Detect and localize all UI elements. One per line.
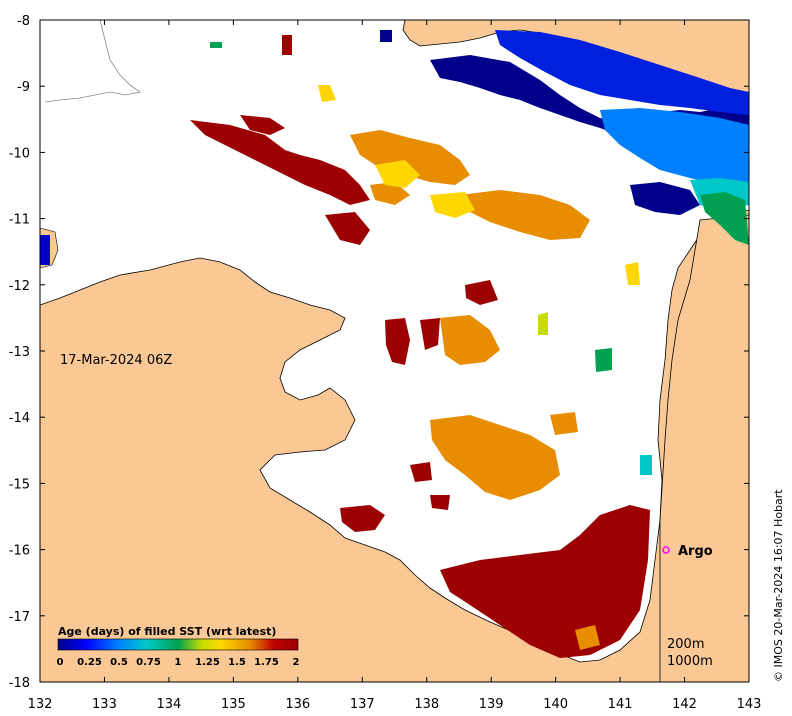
credit-text: © IMOS 20-Mar-2024 16:07 Hobart bbox=[772, 489, 785, 682]
patch-navy-nw bbox=[380, 30, 392, 42]
patch-red-north bbox=[240, 115, 285, 135]
patch-age-0.5 bbox=[600, 108, 749, 190]
patch-orange-west bbox=[370, 182, 410, 205]
x-tick-label: 139 bbox=[479, 697, 504, 712]
colorbar-tick-label: 0 bbox=[57, 657, 64, 668]
land-west bbox=[40, 209, 749, 682]
patch-red-mid bbox=[465, 280, 498, 305]
patch-red-nw-small bbox=[282, 35, 292, 55]
x-tick-label: 141 bbox=[608, 697, 633, 712]
patch-red-west bbox=[190, 120, 370, 205]
x-tick-label: 138 bbox=[414, 697, 439, 712]
patch-cyan-small bbox=[640, 455, 652, 475]
patch-yellow-lime bbox=[538, 312, 548, 335]
y-tick-label: -9 bbox=[17, 80, 30, 95]
patch-red-south bbox=[440, 505, 650, 658]
patch-red-centre bbox=[385, 318, 410, 365]
patch-red-small2 bbox=[430, 495, 450, 510]
land-island-northwest bbox=[44, 20, 141, 103]
colorbar-tick-label: 1 bbox=[175, 657, 182, 668]
colorbar-tick-label: 0.25 bbox=[77, 657, 102, 668]
y-axis: -8 -9 -10 -11 -12 -13 -14 -15 -16 -17 -18 bbox=[9, 14, 749, 691]
y-tick-label: -10 bbox=[9, 146, 30, 161]
colorbar-ticks: 0 0.25 0.5 0.75 1 1.25 1.5 1.75 2 bbox=[57, 657, 300, 668]
patch-blue-small bbox=[40, 235, 50, 265]
colorbar-tick-label: 0.5 bbox=[110, 657, 128, 668]
x-tick-label: 133 bbox=[92, 697, 117, 712]
patch-orange-mid bbox=[440, 315, 500, 365]
argo-marker bbox=[662, 546, 670, 554]
patch-green-small1 bbox=[595, 348, 612, 372]
land-cape-york bbox=[659, 214, 749, 682]
colorbar-title: Age (days) of filled SST (wrt latest) bbox=[58, 625, 276, 638]
patch-yellow-north bbox=[375, 160, 420, 188]
x-tick-label: 132 bbox=[28, 697, 53, 712]
colorbar-tick-label: 1.75 bbox=[254, 657, 279, 668]
patch-green-small2 bbox=[210, 42, 222, 48]
y-tick-label: -18 bbox=[9, 676, 30, 691]
y-tick-label: -16 bbox=[9, 544, 30, 559]
patch-red-gulf bbox=[340, 505, 385, 532]
y-tick-label: -12 bbox=[9, 279, 30, 294]
date-label: 17-Mar-2024 06Z bbox=[60, 353, 172, 368]
patch-age-0.25 bbox=[495, 30, 749, 115]
colorbar-tick-label: 1.25 bbox=[195, 657, 220, 668]
patch-orange-small bbox=[550, 412, 578, 435]
x-tick-label: 140 bbox=[543, 697, 568, 712]
sst-patches bbox=[40, 30, 749, 658]
patch-red-centre2 bbox=[420, 318, 440, 350]
colorbar-tick-label: 1.5 bbox=[228, 657, 246, 668]
patch-green-east bbox=[700, 192, 749, 245]
colorbar-tick-label: 0.75 bbox=[136, 657, 161, 668]
argo-label: Argo bbox=[678, 544, 713, 559]
patch-yellow-mid bbox=[430, 192, 475, 218]
colorbar-tick-label: 2 bbox=[293, 657, 300, 668]
depth-label-1000m: 1000m bbox=[667, 654, 713, 669]
patch-orange-north bbox=[350, 130, 470, 185]
x-tick-label: 143 bbox=[737, 697, 762, 712]
x-axis: 132 133 134 135 136 137 138 139 140 141 142 143 bbox=[28, 20, 762, 712]
x-tick-label: 136 bbox=[285, 697, 310, 712]
patch-blue-east bbox=[630, 182, 700, 215]
patch-red-small1 bbox=[410, 462, 432, 482]
y-tick-label: -14 bbox=[9, 411, 30, 426]
patch-yellow-small bbox=[318, 85, 336, 102]
patch-orange-south2 bbox=[575, 625, 600, 650]
depth-label-200m: 200m bbox=[667, 637, 704, 652]
x-tick-label: 134 bbox=[156, 697, 181, 712]
x-tick-label: 135 bbox=[221, 697, 246, 712]
y-tick-label: -17 bbox=[9, 610, 30, 625]
y-tick-label: -8 bbox=[17, 14, 30, 29]
patch-red-small3 bbox=[325, 212, 370, 245]
x-tick-label: 142 bbox=[672, 697, 697, 712]
y-tick-label: -15 bbox=[9, 477, 30, 492]
y-tick-label: -13 bbox=[9, 345, 30, 360]
patch-orange-east bbox=[460, 190, 590, 240]
patch-yellow-east bbox=[625, 262, 640, 285]
colorbar-gradient bbox=[57, 638, 299, 651]
x-tick-label: 137 bbox=[350, 697, 375, 712]
y-tick-label: -11 bbox=[9, 213, 30, 228]
patch-orange-south bbox=[430, 415, 560, 500]
